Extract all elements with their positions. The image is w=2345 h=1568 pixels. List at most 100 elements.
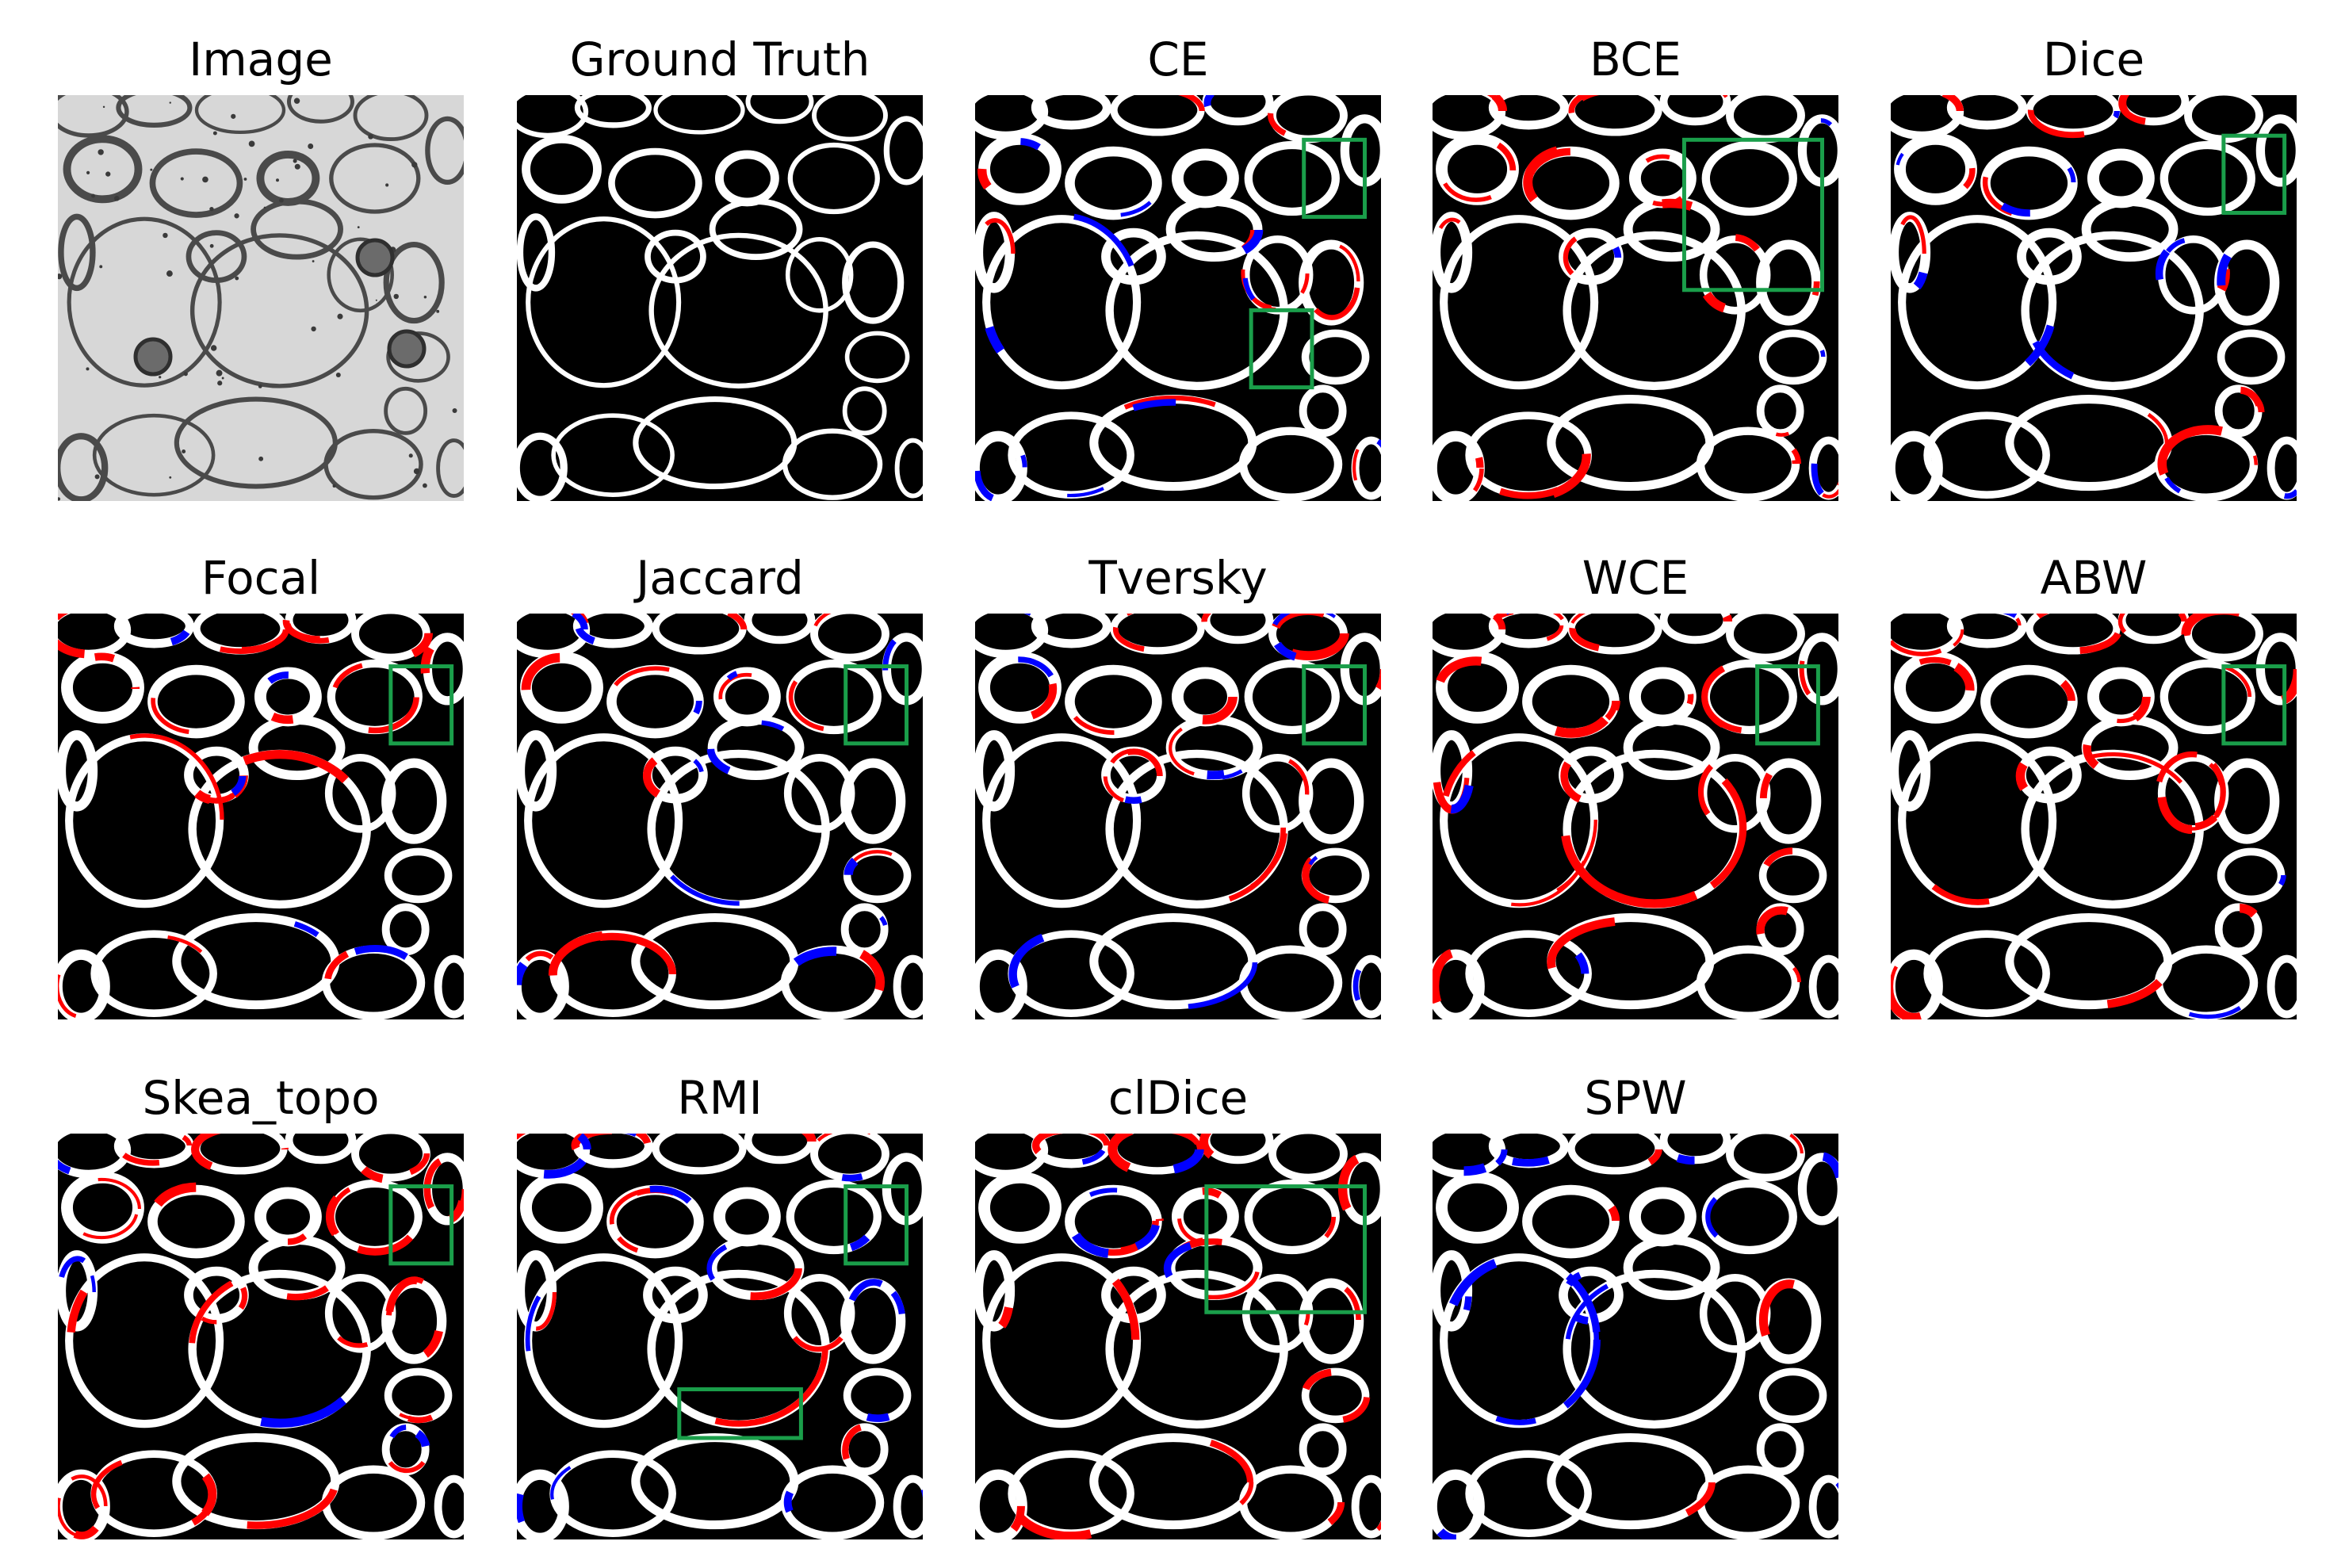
false-positive-segment [975, 218, 1016, 289]
membrane-contour [1923, 930, 2050, 1017]
false-positive-segment [985, 1250, 1140, 1429]
texture-speck [94, 474, 100, 480]
highlight-box [677, 1387, 803, 1440]
membrane-contour [1436, 1171, 1519, 1244]
false-negative-segment [1761, 331, 1826, 382]
membrane-contour [572, 614, 653, 648]
membrane-contour [327, 237, 394, 313]
panel-ce: CE [975, 24, 1381, 501]
false-negative-segment [882, 633, 923, 706]
texture-speck [258, 456, 264, 461]
membrane-contour [1488, 95, 1569, 130]
texture-speck [293, 98, 300, 104]
false-positive-segment [1950, 614, 2022, 646]
false-positive-segment [1172, 669, 1238, 725]
false-positive-segment [384, 1428, 430, 1474]
membrane-contour [1946, 614, 2027, 648]
false-positive-segment [1546, 1436, 1716, 1528]
false-positive-segment [1436, 135, 1517, 206]
panel-visual [975, 614, 1381, 1019]
panel-bce: BCE [1433, 24, 1838, 501]
segmentation-map [975, 95, 1381, 501]
false-positive-segment [1891, 950, 1945, 1019]
false-negative-segment [2158, 945, 2258, 1019]
false-positive-segment [1303, 1280, 1361, 1360]
texture-speck [98, 149, 104, 155]
highlight-box [844, 1184, 909, 1266]
false-negative-segment [517, 1134, 591, 1177]
texture-speck [311, 326, 316, 332]
panel-visual [517, 95, 923, 501]
false-positive-segment [1799, 634, 1838, 704]
false-negative-segment [1811, 434, 1838, 501]
panel-title: WCE [1582, 551, 1689, 605]
false-positive-segment [1169, 717, 1257, 779]
membrane-contour [287, 95, 354, 124]
false-positive-segment [63, 655, 140, 723]
membrane-contour [1756, 1423, 1804, 1476]
false-positive-segment [1522, 664, 1620, 737]
false-positive-segment [642, 749, 709, 803]
membrane-contour [324, 754, 396, 833]
membrane-contour [2017, 228, 2082, 285]
false-positive-segment [1433, 217, 1473, 290]
false-positive-segment [1434, 656, 1518, 721]
texture-speck [243, 178, 247, 181]
membrane-contour [842, 241, 905, 324]
false-negative-segment [979, 656, 1058, 721]
membrane-contour [58, 213, 96, 292]
panel-visual [58, 614, 464, 1019]
false-positive-segment [1491, 614, 1564, 644]
false-negative-segment [2267, 436, 2297, 499]
panel-title: Focal [201, 551, 321, 605]
false-positive-segment [186, 749, 247, 803]
membrane-contour [1065, 146, 1162, 220]
false-negative-segment [517, 1134, 591, 1179]
false-positive-segment [1893, 139, 1976, 202]
membrane-contour [251, 198, 343, 260]
panel-visual [58, 95, 464, 501]
false-positive-segment [1165, 1237, 1260, 1300]
membrane-contour [113, 614, 194, 648]
membrane-contour [1659, 1134, 1731, 1165]
membrane-contour [1696, 426, 1800, 501]
membrane-contour [1756, 758, 1822, 844]
membrane-contour [381, 758, 447, 844]
membrane-contour [1299, 384, 1347, 438]
membrane-contour [1699, 235, 1771, 315]
texture-speck [423, 296, 427, 299]
texture-speck [411, 162, 418, 168]
false-positive-segment [191, 614, 289, 654]
membrane-contour [551, 413, 675, 497]
false-positive-segment [2091, 670, 2150, 724]
false-positive-segment [63, 1178, 140, 1240]
membrane-contour [434, 1474, 464, 1539]
highlight-box [1755, 664, 1820, 746]
false-negative-segment [1560, 230, 1622, 285]
false-positive-segment [1464, 409, 1591, 501]
texture-speck [308, 143, 314, 149]
membrane-contour [1923, 411, 2050, 499]
membrane-contour [975, 730, 1016, 812]
false-positive-segment [1634, 154, 1691, 203]
membrane-contour [1433, 1250, 1473, 1332]
false-positive-segment [1031, 1134, 1109, 1165]
false-positive-segment [718, 672, 775, 721]
membrane-contour [353, 95, 429, 142]
membrane-contour [1238, 426, 1343, 501]
highlight-box [1681, 137, 1825, 293]
false-positive-segment [571, 1134, 653, 1165]
texture-speck [332, 484, 336, 488]
false-negative-segment [186, 750, 247, 802]
membrane-contour [653, 95, 745, 135]
false-positive-segment [2158, 753, 2226, 831]
membrane-contour [1351, 1474, 1381, 1539]
false-positive-segment [1433, 614, 1506, 656]
membrane-contour [526, 216, 682, 388]
false-negative-segment [1352, 957, 1381, 1015]
membrane-contour [1433, 430, 1485, 501]
false-positive-segment [90, 1454, 216, 1535]
texture-speck [166, 270, 173, 277]
membrane-contour [1301, 1367, 1370, 1424]
texture-speck [423, 483, 427, 488]
